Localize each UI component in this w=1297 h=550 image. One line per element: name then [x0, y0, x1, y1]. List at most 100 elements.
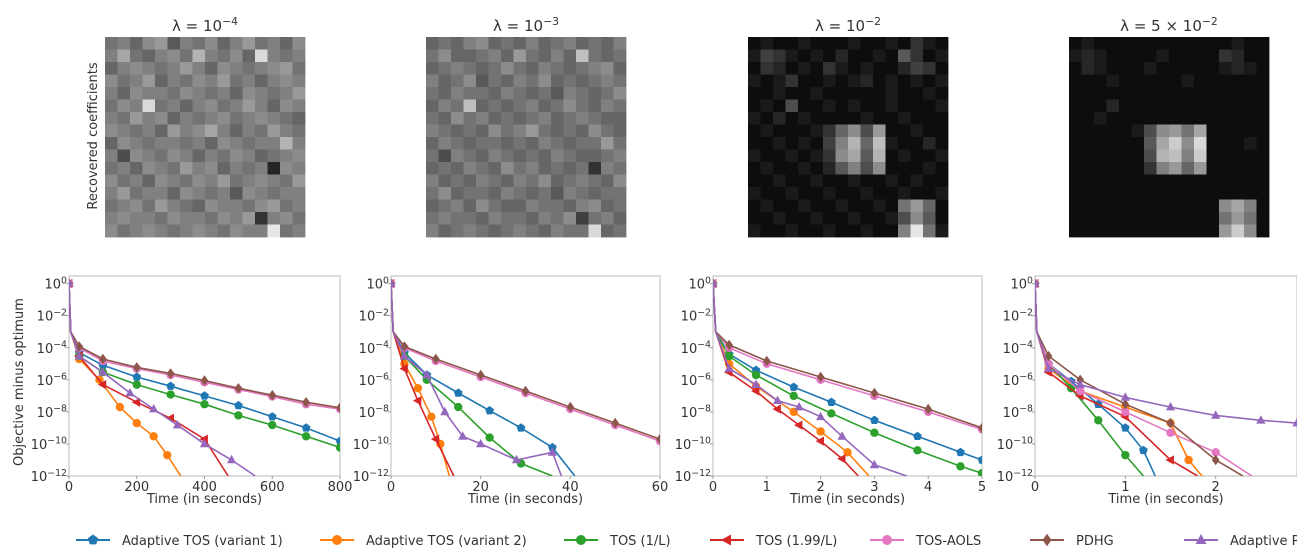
- heatmap-cell: [1231, 74, 1245, 88]
- plot-panel-2: 100 10−2 10−4 10−6 10−8 10−10 10−120 20 40 60 Time…: [353, 275, 669, 507]
- series-line-tos-aols: [69, 283, 340, 410]
- heatmap-cell: [130, 199, 143, 213]
- heatmap-cell: [873, 49, 886, 63]
- y-tick-label: 10−2: [37, 308, 67, 325]
- heatmap-cell: [426, 224, 439, 238]
- heatmap-cell: [798, 99, 811, 113]
- series-point-adaptive-tos-variant-2: [816, 427, 825, 436]
- heatmap-cell: [1256, 162, 1270, 175]
- heatmap-cell: [438, 74, 452, 88]
- heatmap-cell: [1206, 37, 1220, 50]
- series-line-pdhg: [69, 283, 340, 409]
- heatmap-cell: [1081, 199, 1095, 213]
- heatmap-cell: [910, 74, 924, 88]
- heatmap-cell: [873, 162, 886, 175]
- heatmap-cell: [823, 87, 836, 100]
- heatmap-cell: [267, 137, 281, 150]
- heatmap-cell: [898, 99, 911, 113]
- series-point-adaptive-pdhg: [476, 438, 486, 448]
- heatmap-cell: [588, 149, 602, 163]
- heatmap-cell: [1069, 162, 1082, 175]
- heatmap-cell: [501, 187, 514, 200]
- heatmap-cell: [167, 187, 181, 200]
- heatmap-cell: [1069, 212, 1082, 225]
- heatmap-cell: [748, 212, 761, 225]
- heatmap-cell: [910, 112, 924, 125]
- heatmap-cell: [130, 112, 143, 125]
- heatmap-cell: [1131, 112, 1145, 125]
- heatmap-cell: [1194, 74, 1207, 88]
- heatmap-cell: [563, 62, 577, 75]
- heatmap-cell: [526, 49, 539, 63]
- heatmap-cell: [810, 62, 824, 75]
- heatmap-cell: [438, 112, 452, 125]
- heatmap-cell: [242, 187, 256, 200]
- heatmap-cell: [1119, 149, 1132, 163]
- heatmap-cell: [848, 37, 861, 50]
- heatmap-cell: [810, 187, 824, 200]
- heatmap-cell: [117, 37, 131, 50]
- heatmap-cell: [576, 99, 589, 113]
- heatmap-cell: [1156, 199, 1170, 213]
- heatmap-cell: [488, 112, 502, 125]
- heatmap-cell: [1156, 112, 1170, 125]
- heatmap-cell: [292, 62, 306, 75]
- series-point-tos-1-l: [1094, 416, 1103, 425]
- heatmap-cell: [835, 149, 849, 163]
- heatmap-cell: [488, 199, 502, 213]
- heatmap-cell: [117, 87, 131, 100]
- heatmap-cell: [785, 212, 799, 225]
- heatmap-cell: [1244, 37, 1257, 50]
- heatmap-cell: [501, 112, 514, 125]
- heatmap-cell: [588, 87, 602, 100]
- heatmap-cell: [105, 124, 118, 138]
- plot-frame: [390, 275, 661, 477]
- heatmap-cell: [773, 74, 786, 88]
- heatmap-cell: [885, 99, 899, 113]
- heatmap-cell: [230, 124, 243, 138]
- heatmap-cell: [760, 187, 774, 200]
- series-point-tos-1-l: [913, 446, 922, 455]
- heatmap-cell: [1119, 199, 1132, 213]
- heatmap-cell: [205, 137, 218, 150]
- heatmap-cell: [255, 112, 268, 125]
- heatmap-cell: [613, 124, 627, 138]
- heatmap-cell: [760, 99, 774, 113]
- heatmap-cell: [426, 62, 439, 75]
- heatmap-cell: [910, 162, 924, 175]
- plot-frame: [712, 275, 983, 477]
- heatmap-cell: [823, 187, 836, 200]
- heatmap-cell: [463, 124, 477, 138]
- heatmap-cell: [292, 137, 306, 150]
- heatmap-cell: [898, 212, 911, 225]
- heatmap-cell: [1131, 149, 1145, 163]
- heatmap-cell: [180, 74, 193, 88]
- heatmap-cell: [180, 124, 193, 138]
- heatmap-cell: [1069, 37, 1082, 50]
- heatmap-cell: [1256, 87, 1270, 100]
- heatmap-cell: [1069, 174, 1082, 188]
- heatmap-cell: [810, 199, 824, 213]
- legend-label: TOS (1.99/L): [755, 534, 837, 549]
- y-tick-label: 100: [367, 275, 390, 292]
- series-point-tos-1-l: [827, 409, 836, 418]
- heatmap-cell: [1181, 187, 1195, 200]
- heatmap-cell: [205, 149, 218, 163]
- heatmap-cell: [885, 149, 899, 163]
- heatmap-cell: [563, 162, 577, 175]
- heatmap-cell: [130, 137, 143, 150]
- heatmap-cell: [267, 124, 281, 138]
- heatmap-cell: [1094, 224, 1107, 238]
- heatmap-cell: [205, 99, 218, 113]
- series-point-adaptive-tos-variant-2: [115, 402, 125, 412]
- heatmap-cell: [1244, 224, 1257, 238]
- heatmap-cell: [910, 174, 924, 188]
- heatmap-cell: [180, 49, 193, 63]
- series-point-adaptive-pdhg: [547, 447, 557, 456]
- y-tick-label: 10−4: [37, 340, 67, 357]
- series-point-adaptive-pdhg: [69, 278, 74, 287]
- heatmap-cell: [910, 187, 924, 200]
- heatmap-cell: [1106, 187, 1120, 200]
- heatmap-cell: [798, 74, 811, 88]
- heatmap-cell: [526, 112, 539, 125]
